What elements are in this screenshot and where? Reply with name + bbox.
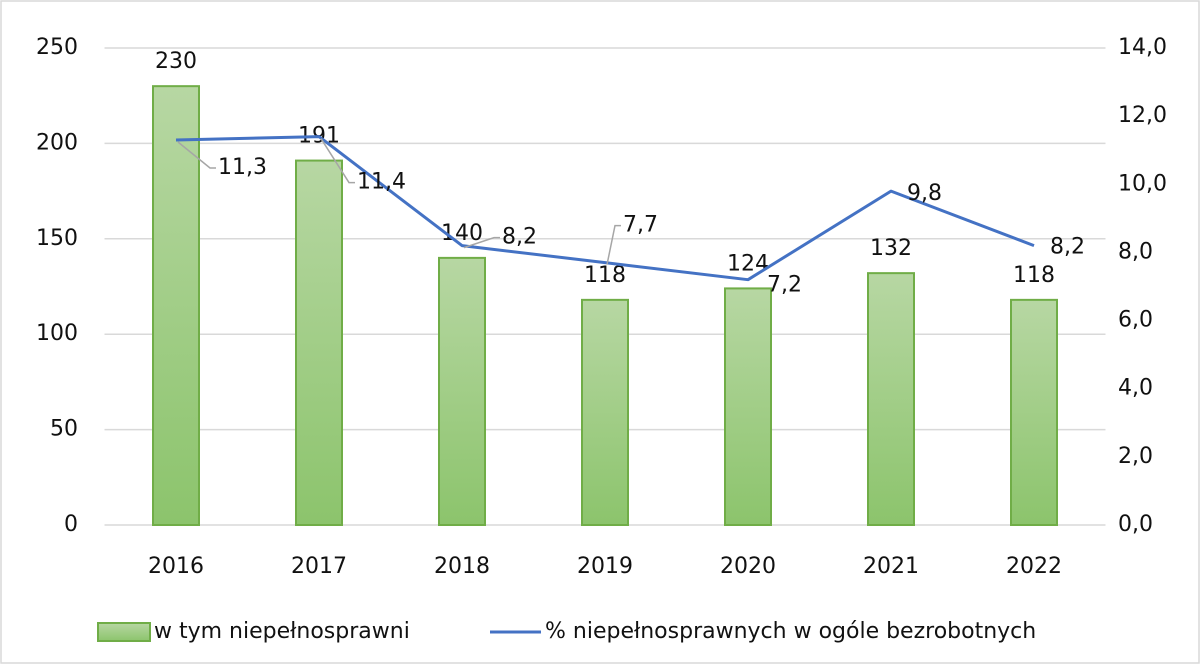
leader-line bbox=[463, 236, 500, 249]
bar-value-label: 230 bbox=[155, 49, 197, 74]
leader-line bbox=[606, 224, 621, 265]
y-tick-label: 150 bbox=[36, 226, 78, 251]
leader-line bbox=[177, 141, 216, 169]
bar-value-label: 118 bbox=[584, 263, 626, 288]
line-series bbox=[175, 135, 1035, 282]
legend-label: w tym niepełnosprawni bbox=[154, 619, 410, 644]
leader-line bbox=[320, 138, 355, 184]
y2-tick-label: 12,0 bbox=[1118, 103, 1167, 128]
x-tick-label: 2018 bbox=[434, 554, 490, 579]
y2-tick-label: 0,0 bbox=[1118, 512, 1153, 537]
y2-tick-label: 14,0 bbox=[1118, 35, 1167, 60]
bar-value-label: 118 bbox=[1013, 263, 1055, 288]
bar bbox=[1010, 298, 1058, 526]
y-tick-label: 0 bbox=[64, 512, 78, 537]
x-tick-label: 2019 bbox=[577, 554, 633, 579]
y-tick-label: 100 bbox=[36, 321, 78, 346]
line-value-label: 11,4 bbox=[357, 170, 406, 195]
bar bbox=[295, 159, 343, 527]
bar bbox=[152, 85, 200, 526]
bar-value-label: 132 bbox=[870, 236, 912, 261]
line-value-label: 9,8 bbox=[907, 181, 942, 206]
y2-tick-label: 8,0 bbox=[1118, 239, 1153, 264]
y2-tick-label: 4,0 bbox=[1118, 376, 1153, 401]
line-value-label: 7,7 bbox=[623, 213, 658, 238]
line-value-label: 8,2 bbox=[502, 225, 537, 250]
legend-label: % niepełnosprawnych w ogóle bezrobotnych bbox=[545, 619, 1036, 644]
x-tick-label: 2016 bbox=[148, 554, 204, 579]
bar bbox=[581, 298, 629, 526]
x-tick-label: 2017 bbox=[291, 554, 347, 579]
y-tick-label: 250 bbox=[36, 35, 78, 60]
bar bbox=[724, 287, 772, 526]
bar bbox=[438, 256, 486, 526]
bar-value-label: 124 bbox=[727, 251, 769, 276]
y2-tick-label: 10,0 bbox=[1118, 171, 1167, 196]
y2-tick-label: 2,0 bbox=[1118, 444, 1153, 469]
line-value-label: 8,2 bbox=[1050, 235, 1085, 260]
y2-tick-label: 6,0 bbox=[1118, 308, 1153, 333]
bar bbox=[867, 272, 915, 527]
line-value-label: 7,2 bbox=[767, 273, 802, 298]
x-tick-label: 2021 bbox=[863, 554, 919, 579]
x-tick-label: 2022 bbox=[1006, 554, 1062, 579]
line-value-label: 11,3 bbox=[218, 155, 267, 180]
x-tick-label: 2020 bbox=[720, 554, 776, 579]
y-tick-label: 200 bbox=[36, 130, 78, 155]
y-tick-label: 50 bbox=[50, 417, 78, 442]
legend-swatch bbox=[97, 622, 151, 642]
